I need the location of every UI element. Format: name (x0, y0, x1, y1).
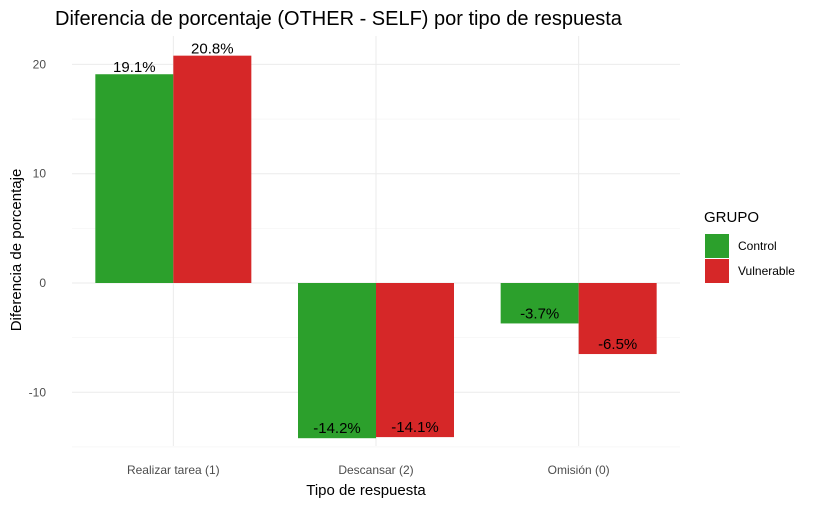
y-tick-label: 0 (39, 276, 46, 290)
data-label: -3.7% (520, 305, 559, 322)
bar-control (298, 283, 376, 439)
y-axis-tick-labels: -10 0 10 20 (29, 57, 47, 399)
data-label: 19.1% (113, 59, 156, 76)
y-axis-title: Diferencia de porcentaje (8, 169, 25, 332)
bar-vulnerable (173, 55, 252, 283)
legend-label: Control (738, 239, 777, 253)
data-label: -14.1% (391, 419, 439, 436)
y-tick-label: 20 (33, 57, 47, 71)
x-axis-tick-labels: Realizar tarea (1) Descansar (2) Omisión (… (127, 463, 610, 477)
bar-control (95, 74, 174, 283)
data-label: 20.8% (191, 41, 234, 58)
x-tick-label: Realizar tarea (1) (127, 463, 220, 477)
x-tick-label: Omisión (0) (548, 463, 610, 477)
y-tick-label: -10 (29, 385, 47, 399)
data-label: -6.5% (598, 336, 637, 353)
legend: GRUPO Control Vulnerable (704, 209, 795, 283)
bar-control (500, 283, 579, 324)
x-tick-label: Descansar (2) (338, 463, 413, 477)
chart-title: Diferencia de porcentaje (OTHER - SELF) … (55, 8, 623, 30)
y-tick-label: 10 (33, 167, 47, 181)
bar-vulnerable (578, 283, 657, 355)
legend-key-control (705, 234, 729, 258)
legend-key-vulnerable (705, 259, 729, 283)
x-axis-title: Tipo de respuesta (306, 482, 426, 499)
bars: 19.1% 20.8% -14.2% -14.1% -3.7% -6.5% (95, 41, 657, 439)
bar-vulnerable (376, 283, 454, 438)
legend-label: Vulnerable (738, 264, 795, 278)
data-label: -14.2% (313, 420, 361, 437)
legend-title: GRUPO (704, 209, 759, 226)
